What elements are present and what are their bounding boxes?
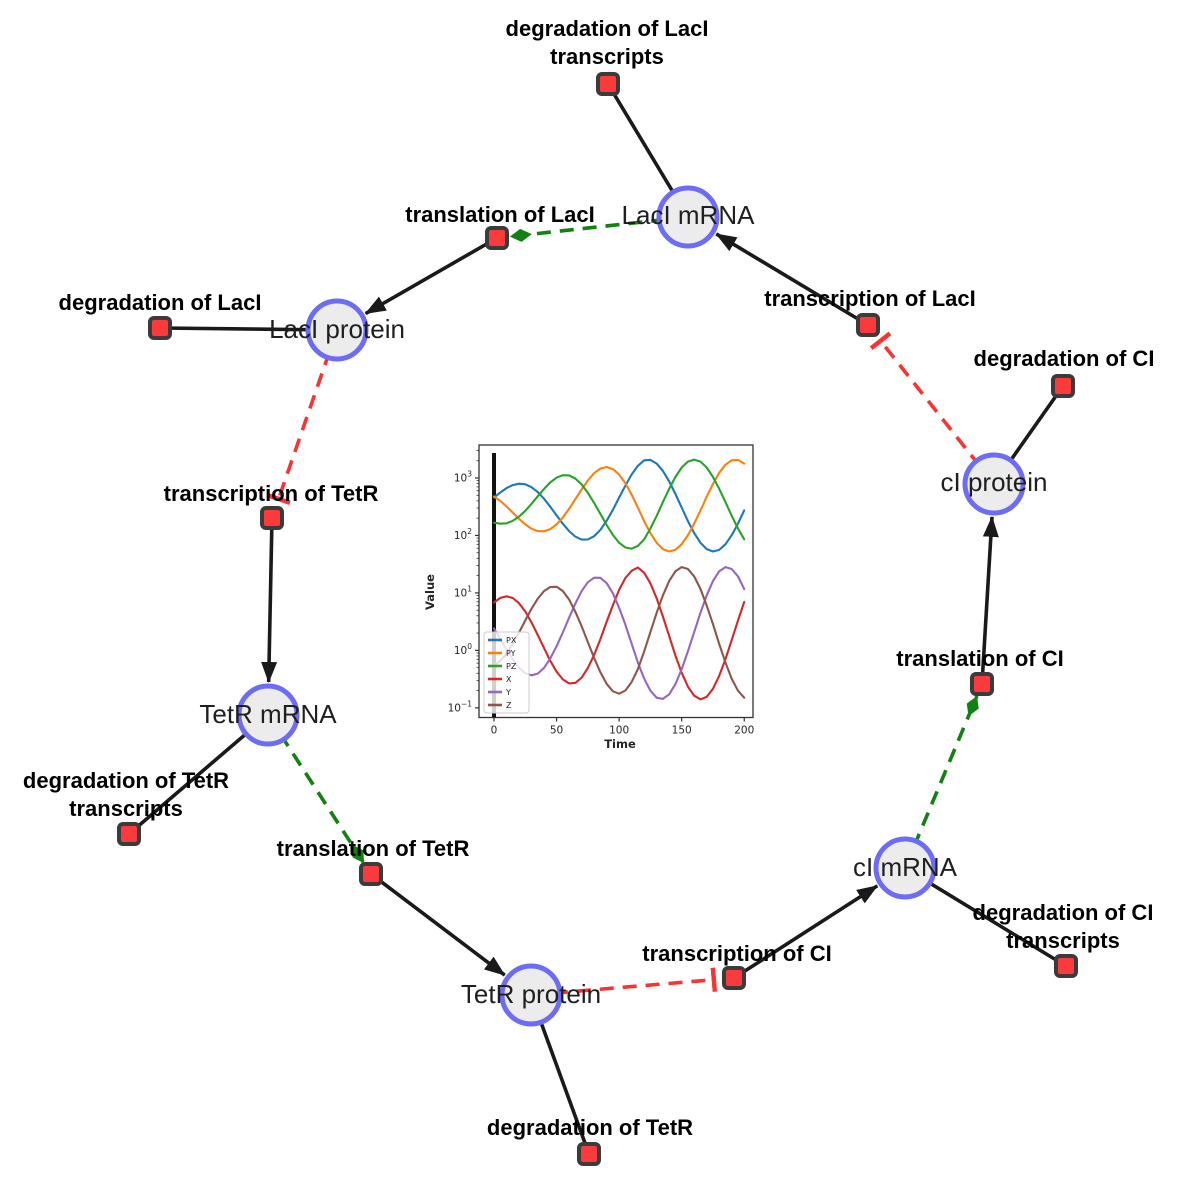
edge-arrow-q_transc_tetr-to-tetr_mrna: [261, 517, 278, 684]
x-tick-label: 200: [734, 725, 754, 737]
legend-label-PZ: PZ: [506, 662, 517, 671]
series-line-X: [492, 566, 746, 701]
legend-label-PY: PY: [506, 649, 516, 658]
reaction-node-q_deg_laci_tr[interactable]: [596, 72, 620, 96]
reaction-node-q_deg_tetr[interactable]: [577, 1142, 601, 1166]
reaction-label-q_transc_tetr: transcription of TetR: [164, 481, 379, 506]
x-tick-label: 100: [609, 725, 629, 737]
reaction-node-q_deg_laci[interactable]: [148, 316, 172, 340]
reaction-node-q_transc_ci[interactable]: [722, 966, 746, 990]
reaction-label-q_transc_laci: transcription of LacI: [764, 286, 975, 311]
species-label-laci_prot: LacI protein: [269, 314, 405, 344]
species-layer: [236, 185, 1026, 1027]
reaction-node-q_transc_tetr[interactable]: [260, 506, 284, 530]
reaction-label-q_deg_tetr: degradation of TetR: [487, 1115, 693, 1140]
y-tick-label: 10−1: [448, 699, 473, 714]
reaction-node-q_transl_laci[interactable]: [485, 226, 509, 250]
x-tick-label: 0: [491, 725, 498, 737]
edge-arrow-q_transl_laci-to-laci_prot: [364, 236, 498, 316]
species-label-tetr_mrna: TetR mRNA: [199, 699, 337, 729]
species-node-ci_prot[interactable]: [962, 452, 1026, 516]
reaction-node-q_deg_ci[interactable]: [1051, 374, 1075, 398]
reaction-label-q_deg_tetr_tr: degradation of TetR transcripts: [23, 768, 229, 821]
legend-label-PX: PX: [506, 636, 517, 645]
x-tick-label: 150: [672, 725, 692, 737]
reaction-node-q_transl_ci[interactable]: [970, 672, 994, 696]
y-tick-label: 100: [454, 642, 472, 657]
x-tick-label: 50: [550, 725, 563, 737]
series-line-PX: [492, 458, 746, 553]
reaction-label-q_transc_ci: transcription of CI: [642, 941, 831, 966]
species-node-tetr_mrna[interactable]: [236, 683, 300, 747]
species-label-ci_mrna: cI mRNA: [853, 852, 958, 882]
chart-axes: 0 50 100 150 200 103 102 101 100 10−1: [448, 444, 754, 737]
edge-arrow-q_transl_tetr-to-tetr_prot: [369, 872, 506, 977]
legend-label-Z: Z: [506, 701, 512, 710]
y-tick-label: 101: [454, 584, 472, 599]
species-node-tetr_prot[interactable]: [499, 963, 563, 1027]
reaction-label-q_deg_ci_tr: degradation of CI transcripts: [973, 900, 1154, 953]
reaction-label-q_deg_laci_tr: degradation of LacI transcripts: [506, 16, 709, 69]
series-line-PZ: [492, 458, 746, 550]
reaction-label-q_transl_ci: translation of CI: [896, 646, 1063, 671]
legend-label-Y: Y: [505, 688, 511, 697]
reaction-label-q_deg_laci: degradation of LacI: [59, 290, 262, 315]
timeseries-chart: 0 50 100 150 200 103 102 101 100 10−1 PX PY PZ XYZ T…: [423, 444, 754, 751]
chart-legend: PX PY PZ XYZ: [483, 631, 530, 714]
y-tick-label: 102: [454, 527, 472, 542]
series-line-Y: [492, 566, 746, 700]
x-axis-label: Time: [604, 737, 636, 751]
edge-arrow-q_transc_laci-to-laci_mrna: [715, 232, 869, 327]
reaction-label-q_transl_tetr: translation of TetR: [277, 836, 470, 861]
reaction-node-q_transc_laci[interactable]: [856, 313, 880, 337]
species-label-ci_prot: cI protein: [941, 467, 1048, 497]
species-node-ci_mrna[interactable]: [873, 836, 937, 900]
labels-layer: degradation of LacI transcripts translatio…: [23, 16, 1155, 1140]
species-label-laci_mrna: LacI mRNA: [622, 200, 756, 230]
reaction-node-q_deg_tetr_tr[interactable]: [117, 822, 141, 846]
y-axis-label: Value: [423, 574, 437, 610]
reaction-node-q_transl_tetr[interactable]: [359, 862, 383, 886]
reactions-layer: [117, 72, 1078, 1166]
series-line-Z: [492, 566, 746, 699]
edge-arrow-q_transc_ci-to-ci_mrna: [733, 884, 879, 980]
edge-arrow-q_transl_ci-to-ci_prot: [980, 515, 999, 685]
reaction-label-q_deg_ci: degradation of CI: [974, 346, 1155, 371]
species-node-laci_prot[interactable]: [305, 298, 369, 362]
reaction-label-q_transl_laci: translation of LacI: [405, 202, 594, 227]
species-node-laci_mrna[interactable]: [656, 185, 720, 249]
y-tick-label: 103: [454, 469, 472, 484]
plot-frame: [478, 444, 754, 719]
legend-label-X: X: [506, 675, 512, 684]
reaction-node-q_deg_ci_tr[interactable]: [1054, 954, 1078, 978]
species-label-tetr_prot: TetR protein: [461, 979, 601, 1009]
series-line-PY: [492, 458, 746, 553]
chart-curves: [492, 453, 746, 718]
